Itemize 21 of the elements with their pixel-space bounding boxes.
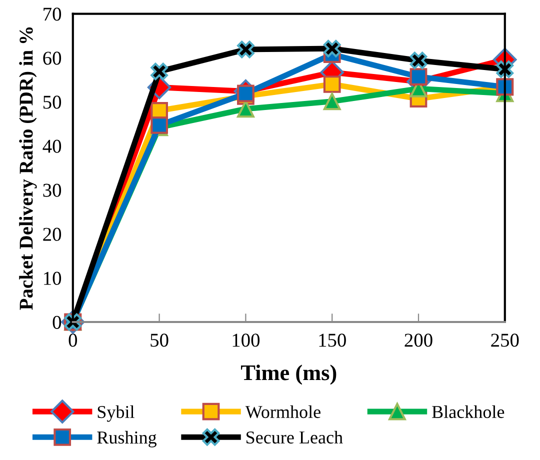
y-tick-label: 70 <box>44 8 62 21</box>
x-tick-label: 100 <box>232 334 260 347</box>
y-tick-label: 60 <box>43 52 62 65</box>
y-tick-label: 10 <box>44 272 62 285</box>
legend-label: Wormhole <box>245 405 320 418</box>
y-tick-label: 40 <box>42 140 62 153</box>
legend-label: Secure Leach <box>246 430 343 444</box>
y-tick-label: 20 <box>43 228 62 241</box>
x-axis-title: Time (ms) <box>241 364 336 385</box>
legend-label: Blackhole <box>432 405 504 418</box>
x-tick-label: 150 <box>319 334 346 347</box>
y-tick-label: 50 <box>43 96 62 109</box>
x-tick-label: 200 <box>404 334 432 347</box>
y-tick-label: 0 <box>52 316 62 329</box>
y-axis-title: Packet Delivery Ratio (PDR) in % <box>19 27 37 310</box>
x-tick-label: 0 <box>68 334 78 347</box>
x-tick-label: 250 <box>491 334 519 347</box>
y-tick-label: 30 <box>43 184 62 197</box>
legend-label: Rushing <box>97 430 157 448</box>
legend-label: Sybil <box>98 405 134 422</box>
x-tick-label: 50 <box>150 334 168 347</box>
